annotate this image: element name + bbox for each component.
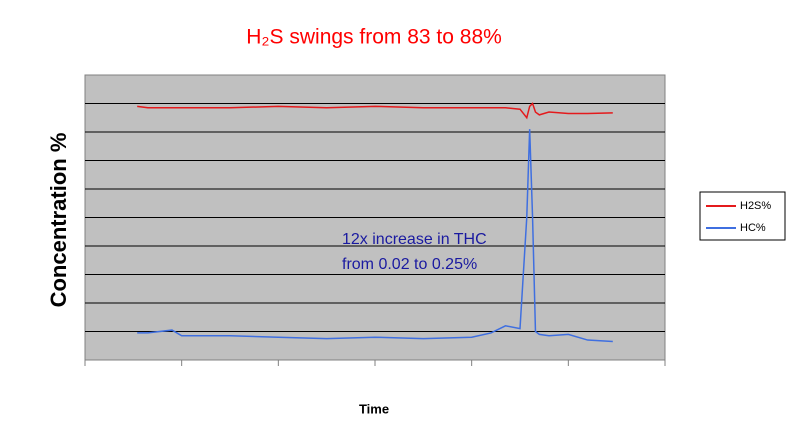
chart-title: H₂S swings from 83 to 88% bbox=[246, 26, 502, 49]
annotation: 12x increase in THC bbox=[342, 231, 487, 248]
legend-label: HC% bbox=[740, 222, 766, 234]
legend-box bbox=[699, 191, 786, 241]
x-axis-label: Time bbox=[359, 401, 389, 416]
legend-label: H2S% bbox=[740, 200, 771, 212]
series-line bbox=[137, 102, 613, 120]
y-axis-label: Concentration % bbox=[46, 133, 71, 308]
series-line bbox=[137, 129, 613, 343]
annotation: from 0.02 to 0.25% bbox=[342, 256, 477, 273]
